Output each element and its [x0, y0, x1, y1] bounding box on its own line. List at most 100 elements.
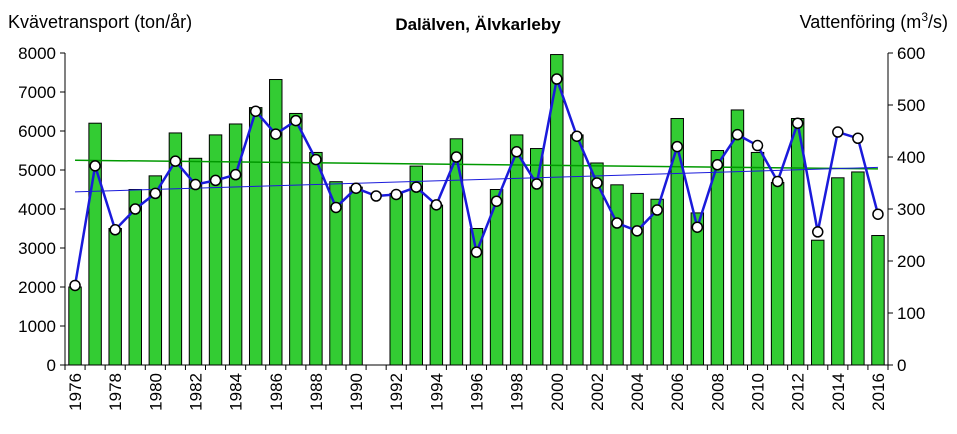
x-tick-label: 2010 — [749, 373, 768, 411]
flow-point — [290, 114, 302, 127]
flow-series — [69, 73, 884, 292]
right-tick-label: 500 — [897, 96, 925, 115]
right-tick-label: 0 — [897, 356, 906, 375]
bar — [851, 171, 865, 366]
bar — [289, 112, 303, 366]
flow-point — [189, 178, 202, 191]
right-axis-label-suffix: /s) — [928, 12, 948, 32]
left-tick-label: 2000 — [18, 278, 56, 297]
bar — [750, 151, 765, 366]
flow-point — [390, 188, 402, 201]
x-tick-label: 1978 — [106, 373, 125, 411]
flow-point — [490, 195, 503, 207]
bar — [489, 189, 504, 366]
flow-point — [470, 246, 483, 258]
flow-point — [711, 159, 724, 171]
x-tick-label: 2012 — [789, 373, 808, 411]
x-axis-ticks: 1976 1978 1980 1982 1984 1986 1988 1990 1992 1994… — [64, 365, 889, 411]
right-axis-label: Vattenföring (m3/s) — [800, 10, 948, 32]
flow-point — [571, 130, 583, 142]
x-tick-label: 1994 — [427, 373, 446, 411]
left-tick-label: 3000 — [18, 239, 56, 258]
flow-point — [852, 132, 864, 145]
left-axis-ticks: 0 1000 2000 3000 4000 5000 6000 7000 8000 — [18, 44, 65, 375]
x-tick-label: 1982 — [186, 373, 205, 411]
x-tick-label: 1986 — [267, 373, 286, 411]
flow-point — [872, 208, 884, 220]
x-tick-label: 2000 — [548, 373, 567, 411]
flow-point — [249, 105, 262, 117]
x-tick-label: 2008 — [708, 373, 727, 411]
left-axis-label: Kvävetransport (ton/år) — [8, 12, 192, 32]
left-tick-label: 4000 — [18, 200, 56, 219]
flow-point — [611, 217, 623, 229]
flow-point — [450, 151, 463, 163]
right-tick-label: 400 — [897, 148, 925, 167]
x-tick-label: 1998 — [508, 373, 527, 411]
flow-point — [791, 117, 804, 129]
flow-point — [651, 204, 663, 216]
flow-point — [370, 190, 382, 202]
chart-title: Dalälven, Älvkarleby — [395, 15, 561, 34]
x-tick-label: 2006 — [668, 373, 687, 411]
flow-point — [731, 128, 744, 141]
bar — [349, 186, 363, 366]
left-tick-label: 8000 — [18, 44, 56, 63]
right-tick-label: 600 — [897, 44, 925, 63]
flow-point — [89, 160, 101, 172]
right-axis-ticks: 0 100 200 300 400 500 600 — [888, 44, 925, 375]
right-axis-label-prefix: Vattenföring (m — [800, 12, 922, 32]
flow-point — [551, 73, 563, 85]
trend-lines — [75, 159, 878, 193]
flow-point — [310, 153, 322, 166]
flow-point — [129, 203, 142, 215]
flow-point — [169, 155, 182, 167]
bar — [871, 235, 885, 366]
bar — [409, 165, 424, 366]
bar — [389, 192, 403, 366]
bar — [831, 177, 845, 366]
flow-point — [69, 279, 81, 292]
x-tick-label: 2016 — [869, 373, 888, 411]
bar-series — [68, 54, 885, 366]
x-tick-label: 2002 — [588, 373, 607, 411]
bar — [811, 239, 825, 366]
x-tick-label: 2014 — [829, 373, 848, 411]
flow-point — [510, 146, 523, 158]
x-tick-label: 1988 — [307, 373, 326, 411]
flow-point — [410, 181, 423, 193]
bar — [690, 212, 705, 366]
bar-trend-line — [75, 159, 878, 170]
bar — [509, 134, 524, 366]
flow-point — [832, 126, 844, 138]
bar — [570, 134, 584, 366]
x-tick-label: 2004 — [628, 373, 647, 411]
flow-point — [109, 224, 121, 236]
bar — [770, 181, 785, 366]
flow-point — [350, 182, 362, 194]
bar — [429, 204, 444, 366]
x-tick-label: 1984 — [227, 373, 246, 411]
right-tick-label: 200 — [897, 252, 925, 271]
flow-point — [771, 175, 784, 188]
bar — [790, 118, 805, 366]
flow-point — [631, 225, 643, 237]
flow-point — [811, 226, 824, 238]
bar — [88, 122, 102, 366]
right-axis-label-superscript: 3 — [921, 10, 928, 24]
flow-trend-line — [75, 166, 878, 193]
x-tick-label: 1990 — [347, 373, 366, 411]
bar — [730, 109, 745, 366]
right-tick-label: 100 — [897, 304, 925, 323]
bar — [710, 150, 725, 366]
bar — [248, 107, 263, 366]
bar — [148, 175, 163, 366]
right-tick-label: 300 — [897, 200, 925, 219]
x-tick-label: 1996 — [468, 373, 487, 411]
left-tick-label: 7000 — [18, 83, 56, 102]
left-tick-label: 1000 — [18, 317, 56, 336]
bar — [670, 118, 684, 366]
flow-point — [430, 199, 443, 211]
